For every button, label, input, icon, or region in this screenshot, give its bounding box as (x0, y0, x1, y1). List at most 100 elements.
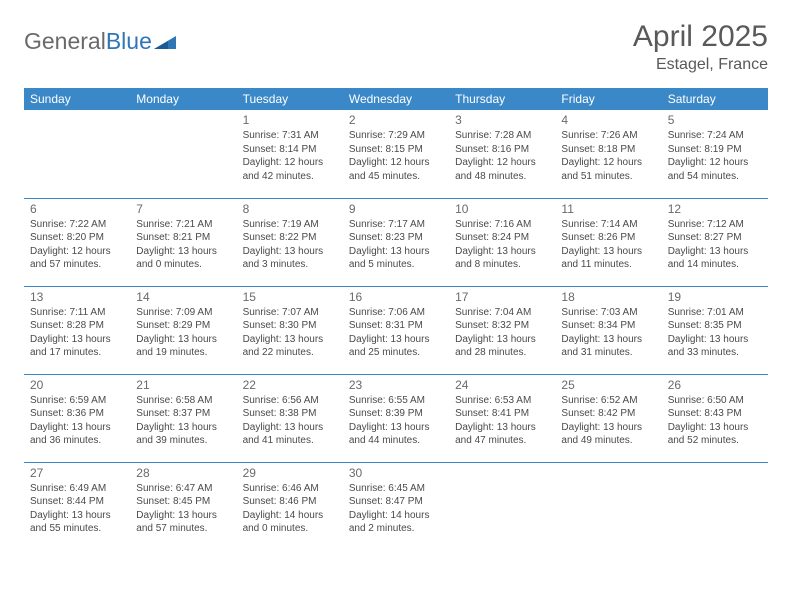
calendar-cell (555, 462, 661, 550)
calendar-cell: 23 Sunrise: 6:55 AMSunset: 8:39 PMDayligh… (343, 374, 449, 462)
cell-daylight2: and 31 minutes. (561, 346, 655, 360)
weekday-header: Monday (130, 88, 236, 110)
cell-sunset: Sunset: 8:21 PM (136, 231, 230, 245)
cell-sunrise: Sunrise: 6:56 AM (243, 394, 337, 408)
cell-sunrise: Sunrise: 6:47 AM (136, 482, 230, 496)
cell-daylight2: and 51 minutes. (561, 170, 655, 184)
cell-daylight1: Daylight: 13 hours (243, 421, 337, 435)
day-number: 5 (668, 113, 762, 127)
cell-sunrise: Sunrise: 6:45 AM (349, 482, 443, 496)
calendar-cell: 17Sunrise: 7:04 AMSunset: 8:32 PMDayligh… (449, 286, 555, 374)
cell-sunset: Sunset: 8:43 PM (668, 407, 762, 421)
cell-daylight2: and 45 minutes. (349, 170, 443, 184)
cell-daylight1: Daylight: 13 hours (455, 245, 549, 259)
cell-daylight2: and 14 minutes. (668, 258, 762, 272)
cell-daylight2: and 52 minutes. (668, 434, 762, 448)
cell-sunset: Sunset: 8:29 PM (136, 319, 230, 333)
cell-sunset: Sunset: 8:19 PM (668, 143, 762, 157)
calendar-header-row: Sunday Monday Tuesday Wednesday Thursday… (24, 88, 768, 110)
day-number: 24 (455, 378, 549, 392)
cell-daylight1: Daylight: 13 hours (668, 421, 762, 435)
calendar-cell: 7 Sunrise: 7:21 AMSunset: 8:21 PMDaylight… (130, 198, 236, 286)
logo-text-2: Blue (106, 28, 152, 55)
calendar-cell: 6Sunrise: 7:22 AMSunset: 8:20 PMDaylight… (24, 198, 130, 286)
cell-sunrise: Sunrise: 6:46 AM (243, 482, 337, 496)
cell-sunrise: Sunrise: 6:49 AM (30, 482, 124, 496)
cell-daylight1: Daylight: 13 hours (136, 245, 230, 259)
calendar-row: 27Sunrise: 6:49 AMSunset: 8:44 PMDayligh… (24, 462, 768, 550)
cell-daylight2: and 48 minutes. (455, 170, 549, 184)
cell-daylight2: and 17 minutes. (30, 346, 124, 360)
cell-sunrise: Sunrise: 7:17 AM (349, 218, 443, 232)
cell-sunrise: Sunrise: 7:07 AM (243, 306, 337, 320)
cell-daylight2: and 2 minutes. (349, 522, 443, 536)
day-number: 3 (455, 113, 549, 127)
cell-sunrise: Sunrise: 7:31 AM (243, 129, 337, 143)
day-number: 7 (136, 202, 230, 216)
calendar-cell (662, 462, 768, 550)
calendar-cell: 5Sunrise: 7:24 AMSunset: 8:19 PMDaylight… (662, 110, 768, 198)
calendar-cell: 11Sunrise: 7:14 AMSunset: 8:26 PMDayligh… (555, 198, 661, 286)
day-number: 16 (349, 290, 443, 304)
cell-daylight2: and 5 minutes. (349, 258, 443, 272)
cell-sunset: Sunset: 8:46 PM (243, 495, 337, 509)
weekday-header: Friday (555, 88, 661, 110)
cell-daylight1: Daylight: 12 hours (30, 245, 124, 259)
cell-daylight1: Daylight: 13 hours (455, 421, 549, 435)
day-number: 23 (349, 378, 443, 392)
calendar-table: Sunday Monday Tuesday Wednesday Thursday… (24, 88, 768, 550)
calendar-cell: 10Sunrise: 7:16 AMSunset: 8:24 PMDayligh… (449, 198, 555, 286)
calendar-cell (130, 110, 236, 198)
cell-sunrise: Sunrise: 7:28 AM (455, 129, 549, 143)
cell-sunset: Sunset: 8:36 PM (30, 407, 124, 421)
weekday-header: Thursday (449, 88, 555, 110)
calendar-cell: 29Sunrise: 6:46 AMSunset: 8:46 PMDayligh… (237, 462, 343, 550)
day-number: 20 (30, 378, 124, 392)
cell-daylight1: Daylight: 14 hours (349, 509, 443, 523)
cell-sunrise: Sunrise: 7:21 AM (136, 218, 230, 232)
cell-sunset: Sunset: 8:16 PM (455, 143, 549, 157)
cell-sunset: Sunset: 8:39 PM (349, 407, 443, 421)
calendar-cell (24, 110, 130, 198)
day-number: 27 (30, 466, 124, 480)
logo-text-1: General (24, 28, 106, 55)
cell-daylight1: Daylight: 13 hours (349, 245, 443, 259)
header: GeneralBlue April 2025 Estagel, France (24, 20, 768, 74)
weekday-header: Wednesday (343, 88, 449, 110)
cell-daylight2: and 0 minutes. (136, 258, 230, 272)
calendar-cell: 20Sunrise: 6:59 AMSunset: 8:36 PMDayligh… (24, 374, 130, 462)
cell-sunset: Sunset: 8:37 PM (136, 407, 230, 421)
cell-daylight2: and 39 minutes. (136, 434, 230, 448)
cell-sunrise: Sunrise: 6:58 AM (136, 394, 230, 408)
cell-daylight1: Daylight: 12 hours (349, 156, 443, 170)
calendar-cell (449, 462, 555, 550)
cell-sunrise: Sunrise: 7:11 AM (30, 306, 124, 320)
calendar-cell: 26Sunrise: 6:50 AMSunset: 8:43 PMDayligh… (662, 374, 768, 462)
calendar-cell: 16Sunrise: 7:06 AMSunset: 8:31 PMDayligh… (343, 286, 449, 374)
day-number: 15 (243, 290, 337, 304)
cell-sunset: Sunset: 8:38 PM (243, 407, 337, 421)
cell-daylight1: Daylight: 13 hours (455, 333, 549, 347)
cell-daylight1: Daylight: 13 hours (349, 421, 443, 435)
title-block: April 2025 Estagel, France (633, 20, 768, 74)
day-number: 22 (243, 378, 337, 392)
day-number: 1 (243, 113, 337, 127)
page-subtitle: Estagel, France (633, 56, 768, 74)
cell-sunset: Sunset: 8:28 PM (30, 319, 124, 333)
calendar-cell: 1Sunrise: 7:31 AMSunset: 8:14 PMDaylight… (237, 110, 343, 198)
calendar-cell: 2Sunrise: 7:29 AMSunset: 8:15 PMDaylight… (343, 110, 449, 198)
cell-sunrise: Sunrise: 6:55 AM (349, 394, 443, 408)
cell-daylight1: Daylight: 13 hours (136, 509, 230, 523)
cell-sunrise: Sunrise: 7:03 AM (561, 306, 655, 320)
calendar-row: 13Sunrise: 7:11 AMSunset: 8:28 PMDayligh… (24, 286, 768, 374)
cell-daylight1: Daylight: 13 hours (136, 421, 230, 435)
cell-sunrise: Sunrise: 7:01 AM (668, 306, 762, 320)
cell-daylight2: and 0 minutes. (243, 522, 337, 536)
cell-daylight2: and 47 minutes. (455, 434, 549, 448)
cell-daylight2: and 33 minutes. (668, 346, 762, 360)
page-title: April 2025 (633, 20, 768, 54)
cell-sunrise: Sunrise: 7:22 AM (30, 218, 124, 232)
cell-sunrise: Sunrise: 7:04 AM (455, 306, 549, 320)
day-number: 28 (136, 466, 230, 480)
cell-daylight2: and 3 minutes. (243, 258, 337, 272)
